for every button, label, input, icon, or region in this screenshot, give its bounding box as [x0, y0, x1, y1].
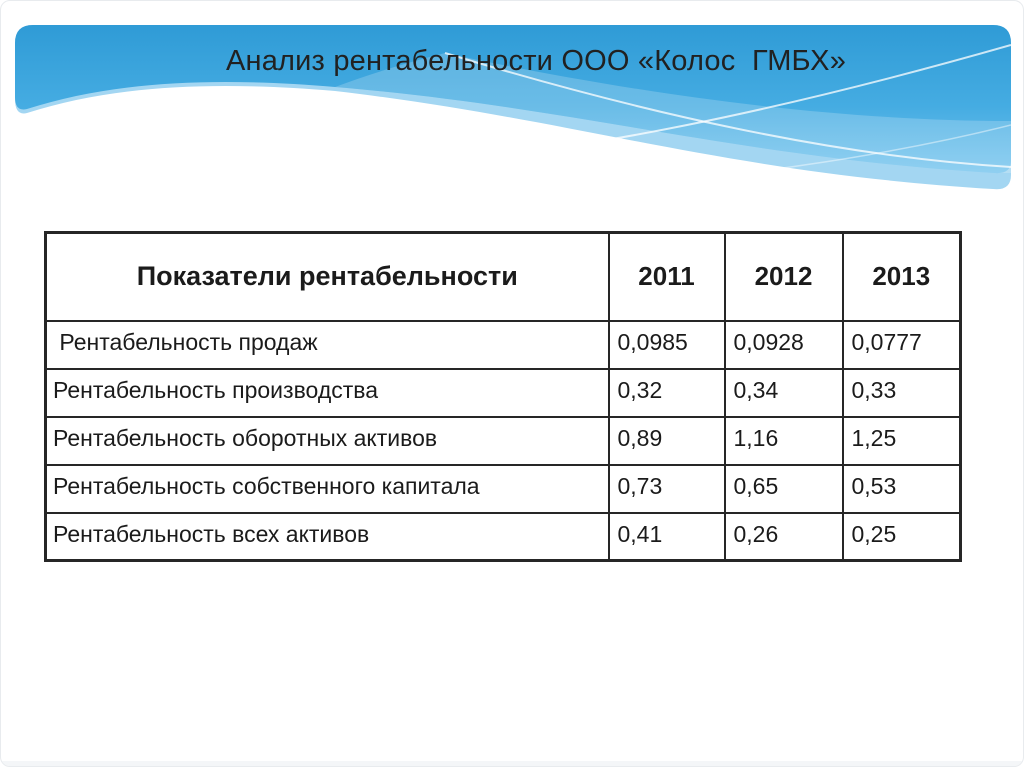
- value-cell: 0,53: [841, 463, 962, 514]
- year-header-cell-2013: 2013: [841, 231, 962, 322]
- row-label-cell: Рентабельность производства: [44, 367, 610, 418]
- metric-header-cell: Показатели рентабельности: [44, 231, 610, 322]
- value-cell: 0,32: [607, 367, 726, 418]
- value-cell: 0,0928: [723, 319, 844, 370]
- wave-decoration-icon: [15, 25, 1011, 190]
- wave-line-falling: [444, 52, 1011, 168]
- bottom-edge-strip: [1, 761, 1023, 766]
- header-banner: Анализ рентабельности ООО «Колос ГМБХ»: [15, 25, 1011, 195]
- row-label-cell: Рентабельность оборотных активов: [44, 415, 610, 466]
- wave-line-faint: [574, 124, 1011, 188]
- wave-line-rising: [314, 44, 1011, 176]
- value-cell: 0,65: [723, 463, 844, 514]
- value-cell: 0,41: [607, 511, 726, 562]
- value-cell: 0,33: [841, 367, 962, 418]
- light-sweep-shape: [335, 53, 1011, 173]
- table-row: Рентабельность продаж 0,0985 0,0928 0,07…: [44, 319, 962, 370]
- table-row: Рентабельность собственного капитала 0,7…: [44, 463, 962, 514]
- table-row: Рентабельность оборотных активов 0,89 1,…: [44, 415, 962, 466]
- value-cell: 0,0985: [607, 319, 726, 370]
- table-header-row: Показатели рентабельности 2011 2012 2013: [44, 231, 962, 322]
- value-cell: 0,89: [607, 415, 726, 466]
- value-cell: 0,0777: [841, 319, 962, 370]
- value-cell: 0,25: [841, 511, 962, 562]
- value-cell: 1,16: [723, 415, 844, 466]
- banner-shape: [15, 25, 1011, 174]
- value-cell: 0,34: [723, 367, 844, 418]
- table-row: Рентабельность производства 0,32 0,34 0,…: [44, 367, 962, 418]
- row-label-cell: Рентабельность всех активов: [44, 511, 610, 562]
- row-label-cell: Рентабельность продаж: [44, 319, 610, 370]
- value-cell: 0,26: [723, 511, 844, 562]
- year-header-cell-2012: 2012: [723, 231, 844, 322]
- row-label-cell: Рентабельность собственного капитала: [44, 463, 610, 514]
- table-container: Показатели рентабельности 2011 2012 2013…: [44, 231, 962, 562]
- slide-title: Анализ рентабельности ООО «Колос ГМБХ»: [225, 45, 847, 77]
- value-cell: 0,73: [607, 463, 726, 514]
- year-header-cell-2011: 2011: [607, 231, 726, 322]
- value-cell: 1,25: [841, 415, 962, 466]
- profitability-table: Показатели рентабельности 2011 2012 2013…: [44, 231, 962, 562]
- table-row: Рентабельность всех активов 0,41 0,26 0,…: [44, 511, 962, 562]
